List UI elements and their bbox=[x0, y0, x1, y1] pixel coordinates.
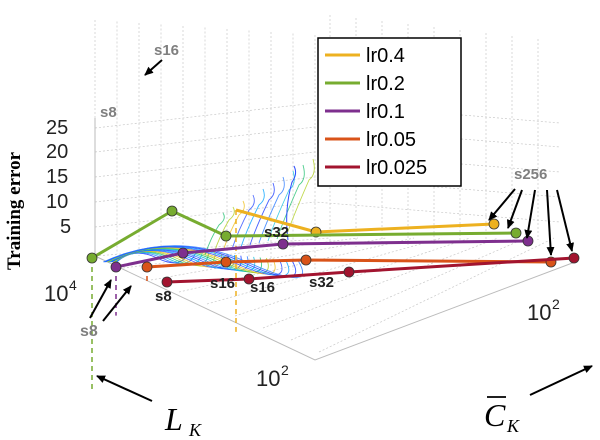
series-lr0.1-point-s32 bbox=[277, 238, 289, 250]
annot-s256-arrow-1 bbox=[488, 188, 516, 221]
series-lr0.2-point-s32 bbox=[220, 230, 232, 242]
annot-s256-arrow-5 bbox=[556, 189, 574, 252]
contour-line bbox=[213, 206, 235, 254]
grid-line bbox=[94, 102, 561, 129]
legend-label-lr0.025: lr0.025 bbox=[366, 157, 427, 179]
z-tick-5: 5 bbox=[60, 216, 71, 238]
series-group bbox=[86, 205, 580, 392]
contour-line bbox=[204, 212, 225, 256]
z-tick-25: 25 bbox=[46, 117, 68, 139]
annot-s8-arrow-1 bbox=[89, 279, 112, 319]
annot-s256-arrow-4 bbox=[546, 189, 555, 256]
series-lr0.05-line bbox=[146, 258, 552, 269]
series-lr0.1-line bbox=[115, 239, 529, 269]
series-lr0.2-point-s16 bbox=[166, 205, 178, 217]
z-tick-labels: 25 20 15 10 5 bbox=[46, 117, 71, 238]
svg-text:K: K bbox=[506, 416, 520, 436]
grid-line bbox=[206, 237, 443, 305]
grid-line bbox=[94, 126, 561, 153]
grid-line bbox=[94, 151, 561, 178]
series-lr0.1-point-s16 bbox=[177, 247, 189, 259]
series-lr0.025-line bbox=[166, 256, 575, 284]
series-lr0.025-point-s32 bbox=[343, 266, 355, 278]
lk-tick-10e4: 10 4 bbox=[44, 277, 77, 306]
series-lr0.05-point-s16 bbox=[220, 256, 232, 268]
annot-s16-a: s16 bbox=[210, 275, 235, 292]
grid-line bbox=[262, 237, 499, 329]
annot-s8-bottom: s8 bbox=[155, 288, 172, 305]
series-lr0.025-point-s16 bbox=[243, 273, 255, 285]
x-axis-arrow bbox=[96, 375, 153, 402]
z-tick-20: 20 bbox=[46, 141, 68, 163]
annot-s16-top-arrow bbox=[144, 59, 163, 76]
grid-line bbox=[290, 237, 527, 341]
annot-s16-b: s16 bbox=[250, 279, 275, 296]
contour-line bbox=[249, 182, 275, 246]
contour-line bbox=[258, 176, 285, 244]
z-tick-15: 15 bbox=[46, 166, 68, 188]
x-axis-label: L K bbox=[164, 401, 202, 440]
z-axis-label: Training error bbox=[4, 151, 25, 270]
y-axis-label: C K bbox=[484, 396, 520, 436]
svg-text:10: 10 bbox=[44, 281, 68, 306]
svg-text:C: C bbox=[484, 397, 506, 433]
legend: lr0.4 lr0.2 lr0.1 lr0.05 lr0.025 bbox=[317, 37, 462, 187]
grid-line bbox=[318, 237, 555, 353]
series-lr0.1-point-s8 bbox=[110, 261, 122, 273]
grid-line bbox=[234, 237, 471, 317]
series-lr0.2-point-s8 bbox=[86, 252, 98, 264]
annot-s8-arrow-2 bbox=[102, 285, 132, 322]
stage-annotations: s16 s8 s8 s8 s16 s16 s32 s32 s256 bbox=[80, 42, 574, 340]
legend-label-lr0.05: lr0.05 bbox=[366, 129, 416, 151]
svg-text:L: L bbox=[164, 401, 183, 437]
annot-s256-arrow-2 bbox=[507, 189, 523, 229]
grid-line bbox=[94, 237, 331, 257]
z-tick-10: 10 bbox=[46, 191, 68, 213]
svg-text:4: 4 bbox=[69, 277, 77, 293]
svg-text:2: 2 bbox=[552, 296, 560, 312]
contour-line bbox=[276, 164, 305, 240]
y-axis-arrow bbox=[529, 365, 593, 396]
legend-label-lr0.4: lr0.4 bbox=[366, 45, 405, 67]
annot-s256: s256 bbox=[514, 166, 547, 183]
series-lr0.025-point-s256 bbox=[568, 252, 580, 264]
annot-s32-b: s32 bbox=[309, 274, 334, 291]
floor-edge bbox=[94, 255, 576, 361]
series-lr0.05-point-s8 bbox=[141, 261, 153, 273]
series-lr0.4-point-s256 bbox=[488, 218, 500, 230]
annot-s8-bottom-left: s8 bbox=[80, 323, 98, 340]
svg-text:10: 10 bbox=[256, 366, 280, 391]
grid-line bbox=[178, 237, 415, 293]
legend-label-lr0.2: lr0.2 bbox=[366, 73, 405, 95]
legend-label-lr0.1: lr0.1 bbox=[366, 101, 405, 123]
annot-s256-arrow-3 bbox=[524, 189, 536, 239]
svg-text:2: 2 bbox=[281, 362, 289, 378]
series-lr0.2-point-s256 bbox=[510, 227, 522, 239]
svg-text:K: K bbox=[188, 420, 202, 440]
grid-line bbox=[94, 201, 561, 228]
series-lr0.2-line bbox=[91, 209, 517, 260]
series-lr0.025-point-s8 bbox=[161, 276, 173, 288]
annot-s16-top: s16 bbox=[154, 42, 179, 59]
grid-line bbox=[94, 176, 561, 203]
annot-s32-a: s32 bbox=[264, 224, 289, 241]
ck-tick-10e2: 10 2 bbox=[527, 296, 560, 325]
svg-text:10: 10 bbox=[527, 300, 551, 325]
series-lr0.05-point-s32 bbox=[300, 254, 312, 266]
annot-s8-top: s8 bbox=[100, 104, 117, 121]
lk-tick-10e2: 10 2 bbox=[256, 362, 289, 391]
